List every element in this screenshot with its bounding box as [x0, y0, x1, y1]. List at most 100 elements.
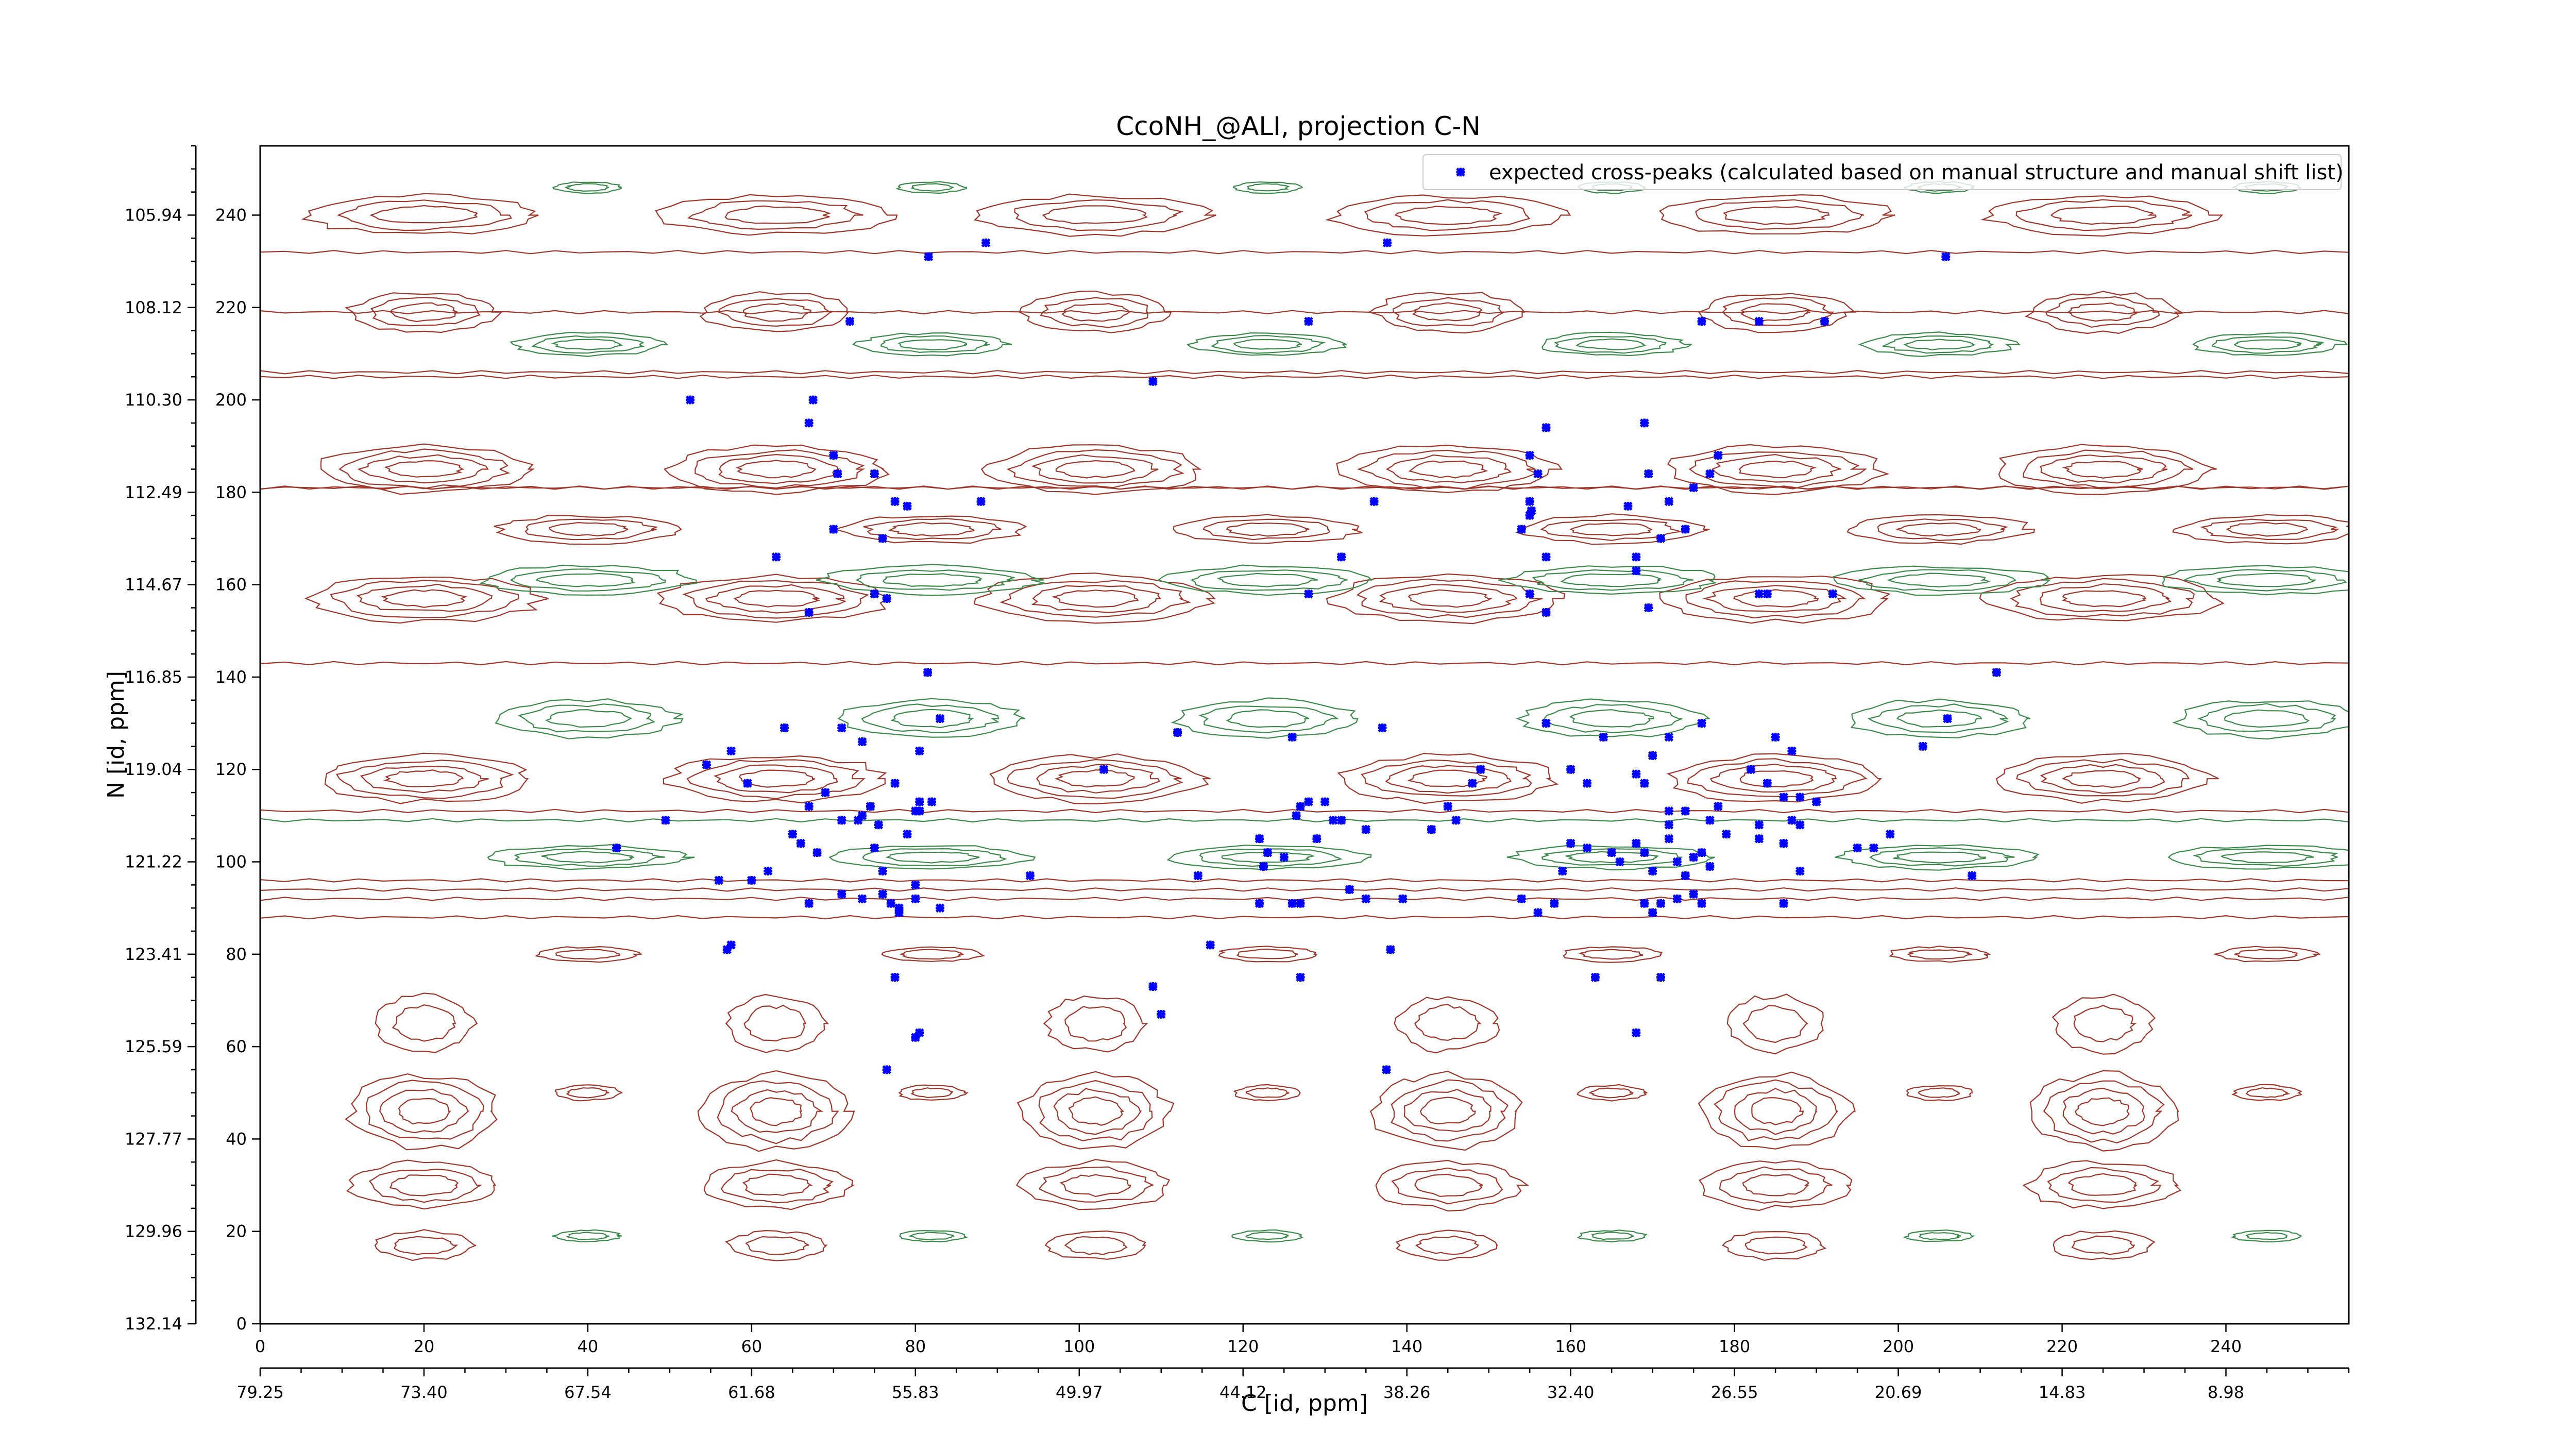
peak-marker-core	[1682, 807, 1689, 815]
contour-peak	[494, 515, 682, 545]
x-ppm-tick-label: 73.40	[400, 1383, 448, 1402]
contour-dip	[1903, 339, 1976, 350]
contour-peak	[656, 574, 891, 623]
peak-marker-core	[859, 895, 866, 902]
peak-marker-core	[1526, 498, 1533, 505]
contour-peak	[1336, 444, 1563, 493]
contour-dip	[897, 339, 968, 351]
peak-marker-core	[1747, 766, 1754, 773]
contour-peak	[1337, 752, 1559, 804]
peak-marker-core	[1698, 849, 1705, 856]
contour-peak	[1031, 584, 1162, 614]
contour-peak	[301, 193, 539, 234]
peak-marker-core	[1887, 831, 1894, 838]
contour-dip	[880, 335, 990, 353]
contour-peak	[2061, 769, 2141, 788]
y-ppm-tick-label: 114.67	[125, 575, 182, 595]
contour-dip	[1245, 1232, 1289, 1240]
peak-marker-core	[912, 895, 919, 902]
y-index-tick-label: 40	[226, 1129, 247, 1149]
peak-marker-core	[1297, 900, 1304, 907]
contour-dip	[517, 703, 656, 733]
peak-marker-core	[1543, 720, 1550, 727]
contour-dip	[1166, 845, 1372, 870]
contour-dip	[1247, 183, 1290, 192]
peak-marker-core	[1100, 766, 1107, 773]
contour-dip	[1554, 335, 1667, 354]
contour-dip	[908, 1232, 955, 1240]
peak-marker-core	[1764, 780, 1771, 787]
contour-dip	[487, 844, 695, 870]
contour-dip	[531, 335, 645, 354]
peak-marker-core	[891, 498, 899, 505]
contour-peak	[1038, 1080, 1153, 1141]
y-ppm-tick-label: 129.96	[125, 1222, 182, 1241]
contour-peak	[1733, 589, 1819, 608]
peak-marker-core	[838, 890, 845, 898]
contour-dip	[2220, 851, 2314, 864]
contour-peak	[1044, 1230, 1146, 1260]
contour-dip	[1918, 1232, 1961, 1240]
peak-marker-core	[1641, 419, 1648, 427]
contour-peak	[1036, 764, 1160, 794]
y-index-tick-label: 140	[215, 667, 247, 687]
contour-peak	[2067, 1173, 2138, 1196]
contour-dip	[495, 698, 684, 739]
contour-peak	[974, 193, 1216, 237]
contour-peak	[1414, 1173, 1483, 1197]
contour-peak	[1379, 584, 1517, 613]
x-index-tick-label: 60	[741, 1337, 762, 1356]
contour-dip	[1896, 709, 1982, 728]
contour-peak	[1667, 444, 1890, 495]
contour-peak	[1419, 1097, 1476, 1124]
peak-marker-core	[1665, 807, 1672, 815]
contour-peak	[1888, 946, 1991, 963]
peak-marker-core	[904, 831, 911, 838]
contour-peak	[365, 1080, 484, 1140]
contour-dip	[1577, 1229, 1648, 1243]
peak-marker-core	[744, 780, 751, 787]
peak-marker-core	[830, 452, 837, 459]
contour-dip	[852, 332, 1012, 357]
contour-peak	[1726, 993, 1824, 1055]
peak-marker-core	[1690, 854, 1697, 861]
contour-peak	[2015, 199, 2193, 231]
peak-marker-core	[1698, 318, 1705, 325]
y-ppm-tick-label: 108.12	[125, 298, 182, 317]
contour-peak	[2071, 1235, 2136, 1255]
plot-frame	[259, 145, 2350, 1325]
y-index-tick-label: 160	[215, 575, 247, 595]
contour-dip	[2216, 572, 2317, 587]
contour-peak	[731, 1089, 824, 1133]
peak-marker-core	[1641, 780, 1648, 787]
contour-peak	[2040, 764, 2165, 794]
contour-peak	[1846, 514, 2035, 545]
contour-peak	[1751, 1097, 1804, 1125]
peak-marker-core	[748, 877, 755, 884]
peak-marker-core	[1665, 733, 1672, 740]
contour-peak	[1040, 297, 1148, 328]
peak-marker-core	[1624, 502, 1632, 510]
contour-peak	[1877, 518, 2009, 542]
contour-dip	[2246, 1232, 2289, 1240]
contour-peak	[1391, 1167, 1503, 1205]
peak-marker-core	[797, 840, 804, 847]
contour-dip	[1506, 845, 1715, 871]
peak-marker-core	[1715, 452, 1722, 459]
contour-peak	[2226, 521, 2309, 537]
peak-marker-core	[1788, 817, 1795, 824]
contour-dip	[1560, 573, 1662, 587]
peak-marker-core	[1330, 817, 1337, 824]
peak-marker-core	[879, 535, 886, 542]
contour-peak	[1043, 995, 1148, 1053]
contour-ridge	[260, 896, 2349, 901]
peak-marker-core	[871, 591, 878, 598]
contour-peak	[1740, 303, 1810, 322]
x-index-tick-label: 240	[2210, 1337, 2242, 1356]
contour-peak	[743, 302, 811, 322]
peak-marker-core	[1469, 780, 1476, 787]
peak-marker-core	[891, 974, 899, 981]
contour-dip	[1187, 332, 1347, 356]
x-ppm-tick-label: 8.98	[2208, 1383, 2244, 1402]
contour-dip	[890, 709, 974, 729]
